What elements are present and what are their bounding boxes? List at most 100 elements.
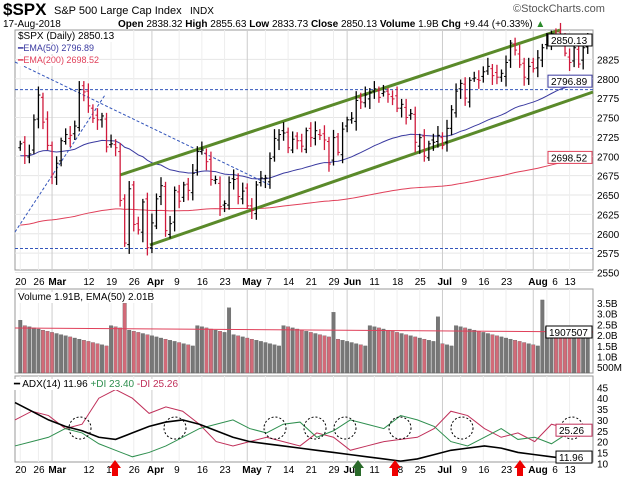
- date-tick-label: 19: [106, 277, 118, 288]
- date-tick-label: 20: [15, 277, 27, 288]
- volume-bar: [177, 342, 182, 374]
- volume-bar: [336, 338, 340, 374]
- date-tick-label: 9: [174, 465, 180, 476]
- adx-tick-label: 40: [597, 394, 609, 405]
- adx-line: [14, 401, 585, 462]
- volume-bar: [517, 341, 522, 374]
- volume-bar: [481, 332, 486, 374]
- date-tick-label: 16: [478, 465, 490, 476]
- volume-bar: [522, 342, 527, 374]
- ema50-line: [20, 80, 588, 180]
- volume-bar: [308, 332, 313, 374]
- volume-bar: [399, 333, 404, 374]
- date-tick-label: 26: [129, 465, 141, 476]
- volume-bar: [531, 344, 536, 374]
- price-tick-label: 2575: [597, 249, 620, 260]
- downtrend-line: [14, 61, 271, 186]
- volume-bar: [100, 344, 104, 374]
- volume-bar: [472, 329, 477, 374]
- legend-adx: ━ ADX(14) 11.96 +DI 23.40 -DI 25.26: [14, 379, 179, 390]
- volume-bar: [317, 334, 322, 374]
- volume-bar: [136, 332, 141, 374]
- volume-bar: [50, 332, 54, 374]
- volume-bar: [495, 335, 499, 374]
- date-tick-label: 21: [306, 277, 318, 288]
- volume-bar: [163, 338, 168, 374]
- uptrend-dashed-line: [14, 94, 106, 233]
- volume-bar: [27, 326, 32, 374]
- date-tick-label: 26: [129, 277, 141, 288]
- volume-bar: [504, 337, 508, 374]
- crossover-circle: [303, 416, 327, 440]
- volume-bar: [431, 341, 436, 374]
- volume-bar: [222, 332, 227, 374]
- price-tick-label: 2725: [597, 133, 620, 144]
- volume-bar: [22, 325, 27, 374]
- date-tick-label: 26: [33, 277, 45, 288]
- volume-bar: [209, 328, 213, 374]
- price-tick-label: 2650: [597, 191, 620, 202]
- volume-bar: [186, 344, 191, 374]
- volume-bar: [463, 327, 468, 374]
- date-tick-label: Mar: [48, 277, 66, 288]
- up-arrow-red: [514, 460, 526, 476]
- volume-bar: [499, 336, 504, 374]
- volume-bar: [440, 343, 445, 374]
- crossover-circle: [333, 416, 357, 440]
- brand-link[interactable]: ©StockCharts.com: [513, 3, 605, 15]
- price-tick-label: 2675: [597, 172, 620, 183]
- volume-bar: [36, 328, 41, 374]
- volume-bar: [231, 334, 236, 374]
- date-tick-label: 9: [461, 277, 467, 288]
- date-tick-label: 20: [15, 465, 27, 476]
- volume-bar: [299, 329, 304, 374]
- volume-bar: [390, 331, 395, 374]
- date-tick-label: Jun: [344, 277, 362, 288]
- date-tick-label: 18: [392, 277, 404, 288]
- volume-bar: [327, 336, 331, 374]
- volume-bar: [576, 334, 581, 374]
- volume-bar: [281, 325, 286, 374]
- volume-bar: [258, 341, 263, 374]
- date-tick-label: 9: [174, 277, 180, 288]
- ema50-tag: [547, 74, 593, 88]
- volume-bar: [245, 337, 250, 374]
- volume-bar: [263, 342, 268, 374]
- crossover-circle: [68, 416, 92, 440]
- up-arrow-red: [109, 460, 121, 476]
- up-arrow-red: [389, 460, 401, 476]
- date-tick-label: 6: [552, 277, 558, 288]
- date-tick-label: 23: [220, 277, 232, 288]
- volume-bar: [340, 340, 345, 374]
- volume-bar: [254, 340, 259, 374]
- date-tick-label: 14: [283, 465, 295, 476]
- volume-bar: [485, 333, 490, 374]
- volume-bar: [168, 340, 172, 374]
- volume-bar: [72, 337, 77, 374]
- date-tick-label: 25: [415, 465, 427, 476]
- volume-bar: [90, 342, 95, 374]
- volume-bar: [381, 328, 386, 374]
- volume-bar: [113, 326, 118, 374]
- price-tick-label: 2600: [597, 230, 620, 241]
- adx-tick-label: 35: [597, 405, 609, 416]
- volume-bar: [363, 345, 368, 374]
- date-tick-label: Aug: [528, 465, 547, 476]
- volume-bar: [358, 344, 363, 374]
- volume-tick-label: 3.5B: [597, 299, 618, 310]
- volume-bar: [240, 336, 245, 374]
- volume-ema-line: [14, 327, 594, 333]
- volume-bar: [404, 334, 409, 374]
- close-tag-text: 2850.13: [551, 36, 588, 47]
- index-name: S&P 500 Large Cap Index: [54, 5, 182, 17]
- date-tick-label: Jul: [437, 277, 452, 288]
- volume-bar: [81, 340, 86, 374]
- quote-line: Open 2838.32 High 2855.63 Low 2833.73 Cl…: [118, 19, 546, 30]
- volume-bar: [526, 343, 531, 374]
- volume-bar: [422, 338, 427, 374]
- date-tick-label: Apr: [147, 277, 164, 288]
- date-tick-label: Jul: [437, 465, 452, 476]
- volume-bar: [345, 341, 350, 374]
- volume-bar: [449, 345, 454, 374]
